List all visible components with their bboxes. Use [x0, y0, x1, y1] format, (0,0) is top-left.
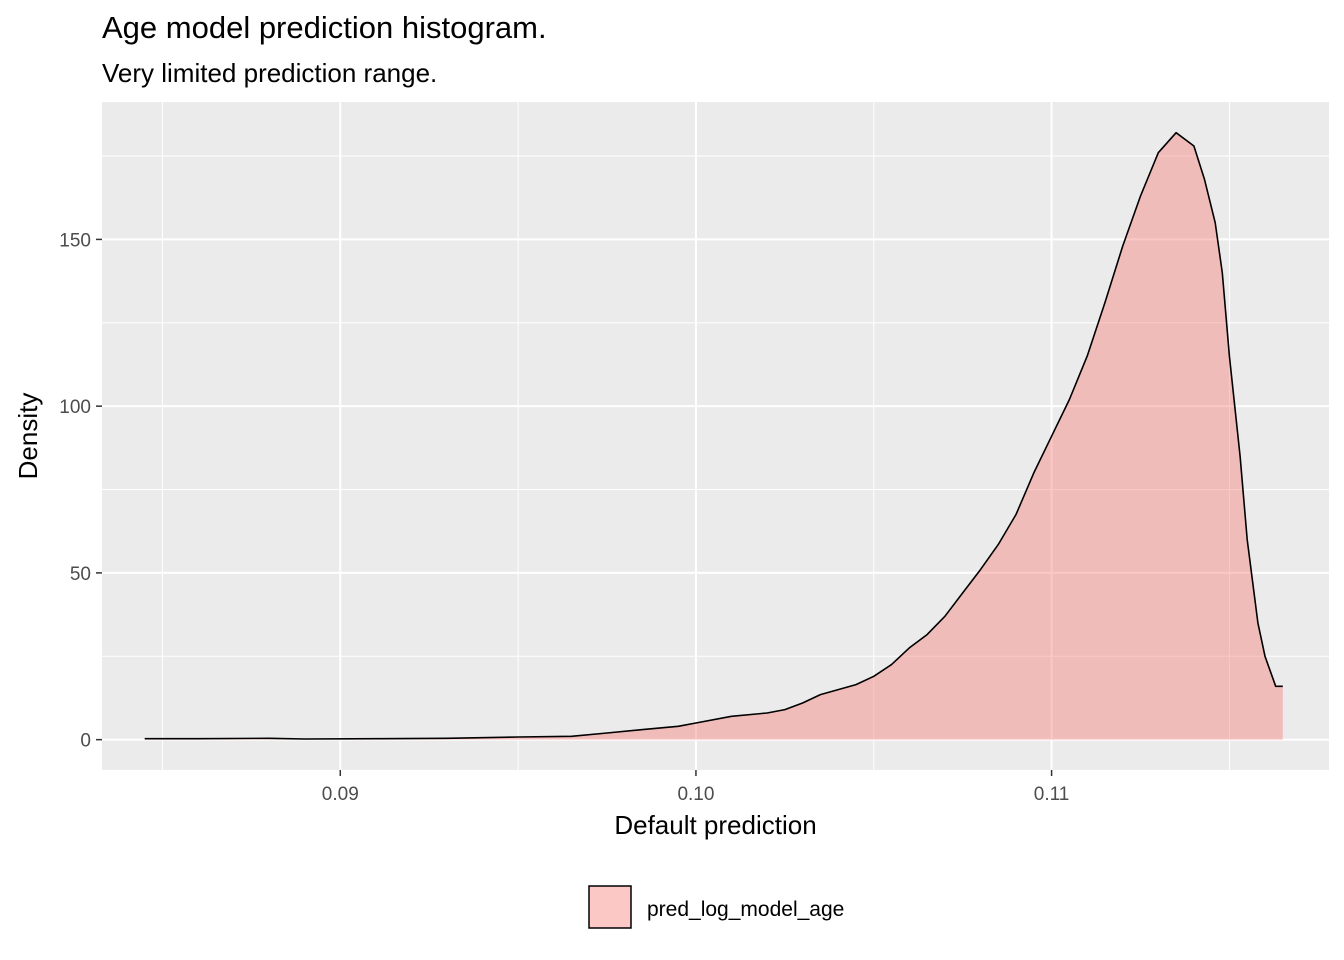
- y-tick-label: 150: [59, 230, 91, 251]
- chart-subtitle: Very limited prediction range.: [102, 58, 438, 88]
- x-axis-title: Default prediction: [614, 810, 816, 840]
- x-tick-label: 0.11: [1034, 784, 1070, 805]
- y-tick-label: 0: [80, 731, 91, 752]
- x-tick-label: 0.10: [677, 784, 714, 805]
- chart-title: Age model prediction histogram.: [102, 10, 547, 45]
- density-area: [144, 132, 1283, 740]
- plot-panel: [102, 102, 1329, 770]
- y-tick-label: 50: [70, 564, 91, 585]
- y-axis-title: Density: [13, 393, 43, 480]
- legend-key: [588, 885, 632, 929]
- density-line: [144, 131, 1283, 740]
- legend-label: pred_log_model_age: [647, 898, 844, 921]
- x-tick-label: 0.09: [322, 784, 359, 805]
- y-tick-label: 100: [59, 397, 91, 418]
